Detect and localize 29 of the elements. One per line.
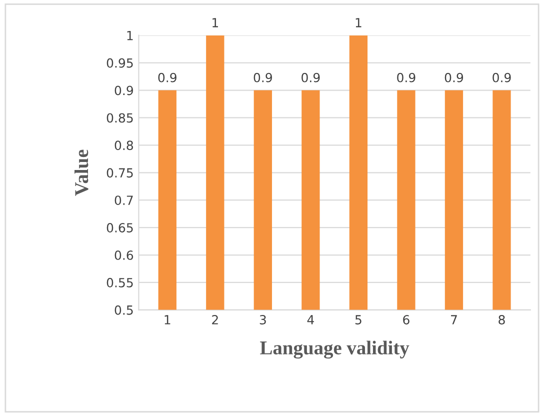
x-tick-label: 7 (451, 315, 457, 324)
data-label: 1 (212, 18, 218, 28)
y-tick-label: 1 (127, 30, 133, 40)
data-label: 0.9 (492, 72, 511, 82)
data-label: 1 (356, 18, 362, 28)
x-axis-title: Language validity (260, 340, 410, 359)
x-tick-label: 6 (403, 315, 410, 324)
y-tick-label: 0.7 (114, 196, 133, 206)
data-label: 0.9 (254, 72, 272, 82)
x-tick-label: 3 (260, 315, 266, 324)
y-axis-title: Value (74, 150, 88, 196)
data-label: 0.9 (158, 72, 176, 82)
x-tick-label: 1 (164, 315, 170, 324)
x-tick-label: 2 (212, 315, 218, 324)
y-tick-label: 0.65 (106, 223, 133, 232)
y-tick-label: 0.95 (106, 58, 133, 68)
y-tick-label: 0.85 (106, 113, 133, 123)
x-tick-label: 5 (355, 315, 362, 324)
y-tick-label: 0.8 (114, 140, 134, 150)
data-label: 0.9 (302, 72, 320, 82)
data-label: 0.9 (444, 72, 464, 82)
data-label: 0.9 (397, 72, 416, 82)
x-tick-label: 8 (498, 315, 505, 324)
y-tick-label: 0.75 (106, 168, 133, 178)
x-tick-label: 4 (307, 315, 314, 324)
y-tick-label: 0.9 (114, 86, 133, 96)
y-tick-label: 0.6 (114, 250, 134, 260)
y-tick-label: 0.5 (114, 305, 133, 315)
y-tick-label: 0.55 (106, 278, 133, 288)
